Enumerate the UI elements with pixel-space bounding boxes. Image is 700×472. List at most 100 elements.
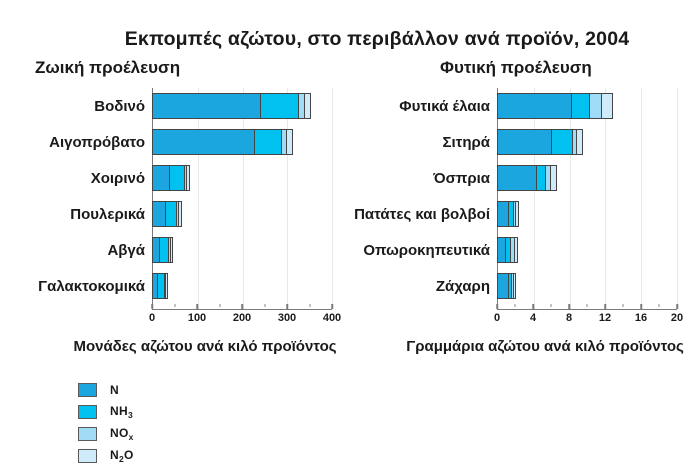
category-label: Πουλερικά	[70, 205, 145, 223]
legend-label: N2O	[110, 447, 134, 464]
bar-track	[497, 88, 677, 124]
bar-segment-nox	[588, 94, 601, 118]
tick-label: 300	[277, 312, 297, 324]
major-tick	[604, 304, 606, 309]
minor-tick	[514, 304, 516, 307]
legend-item-nox: NOx	[78, 425, 134, 442]
legend-swatch-n	[78, 382, 97, 397]
legend-item-n: N	[78, 381, 134, 398]
bar-row: Αιγοπρόβατο	[20, 124, 340, 160]
tick-label: 4	[529, 312, 537, 324]
stacked-bar	[152, 93, 311, 119]
plant-origin-chart: Φυτική προέλευση Φυτικά έλαια Σιτηρά Όσπρι…	[345, 58, 685, 355]
bar-segment-nox	[163, 274, 166, 298]
tick-label: 20	[670, 312, 684, 324]
stacked-bar	[152, 237, 174, 263]
bar-segment-n2o	[549, 166, 556, 190]
animal-chart-plot: Βοδινό Αιγοπρόβατο Χοιρινό Πουλερικά Αβγά Γαλ…	[20, 88, 341, 332]
plant-chart-subtitle: Φυτική προέλευση	[440, 58, 592, 77]
bar-segment-nox	[512, 202, 516, 226]
bar-segment-n	[498, 202, 508, 226]
bar-row: Ζάχαρη	[345, 268, 685, 304]
bar-segment-n	[498, 166, 536, 190]
bar-segment-nh3	[551, 130, 572, 154]
bar-segment-n2o	[165, 274, 168, 298]
stacked-bar	[152, 165, 190, 191]
category-label: Ζάχαρη	[435, 277, 490, 295]
bar-segment-n	[498, 130, 552, 154]
major-tick	[151, 304, 153, 309]
bar-row: Βοδινό	[20, 88, 340, 124]
category-label: Πατάτες και βολβοί	[354, 205, 490, 223]
major-tick	[640, 304, 642, 309]
bar-track	[152, 268, 332, 304]
minor-tick	[586, 304, 588, 307]
tick-label: 0	[148, 312, 156, 324]
legend-swatch-nh3	[78, 404, 97, 419]
tick-label: 200	[232, 312, 252, 324]
minor-tick	[309, 304, 310, 307]
bar-segment-nox	[168, 238, 171, 262]
bar-segment-nh3	[157, 274, 164, 298]
category-label: Γαλακτοκομικά	[38, 277, 145, 295]
bar-segment-n	[153, 202, 166, 226]
gridline	[569, 88, 571, 309]
category-label: Οπωροκηπευτικά	[363, 241, 490, 259]
bar-track	[152, 88, 332, 124]
x-axis-label: Γραμμάρια αζώτου ανά κιλό προϊόντος	[406, 338, 684, 355]
plot-background	[152, 88, 333, 310]
minor-tick	[658, 304, 660, 307]
bar-segment-n	[498, 274, 508, 298]
bar-segment-nh3	[254, 130, 281, 154]
gridline	[605, 88, 607, 309]
legend-item-nh3: NH3	[78, 403, 134, 420]
plot-background	[497, 88, 678, 310]
bar-segment-nox	[571, 130, 577, 154]
tick-label: 0	[493, 312, 501, 324]
bar-segment-nox	[509, 238, 515, 262]
stacked-bar	[152, 201, 183, 227]
tick-label: 12	[598, 312, 612, 324]
legend-label: N	[110, 382, 119, 397]
bar-segment-nh3	[507, 274, 512, 298]
bar-segment-n2o	[514, 238, 518, 262]
stacked-bar	[497, 129, 583, 155]
animal-chart-subtitle: Ζωική προέλευση	[35, 58, 181, 77]
bar-segment-n	[153, 274, 158, 298]
bar-rows: Βοδινό Αιγοπρόβατο Χοιρινό Πουλερικά Αβγά Γαλ…	[20, 88, 340, 304]
animal-origin-chart: Ζωική προέλευση Βοδινό Αιγοπρόβατο Χοιρινό…	[20, 58, 341, 355]
major-tick	[676, 304, 678, 309]
bar-segment-nh3	[159, 238, 169, 262]
figure-title: Εκπομπές αζώτου, στο περιβάλλον ανά προϊ…	[124, 28, 630, 50]
bar-segment-nh3	[535, 166, 545, 190]
major-tick	[568, 304, 570, 309]
bar-track	[152, 160, 332, 196]
minor-tick	[264, 304, 265, 307]
bar-segment-n	[498, 94, 571, 118]
category-label: Όσπρια	[433, 169, 490, 187]
tick-label: 400	[322, 312, 342, 324]
x-axis-ticks: 0 100 200 300 400	[148, 304, 341, 332]
category-label: Σιτηρά	[442, 133, 490, 151]
minor-tick	[550, 304, 552, 307]
bar-segment-n	[153, 238, 160, 262]
bar-segment-n	[153, 94, 260, 118]
tick-label: 100	[187, 312, 207, 324]
plant-chart-plot: Φυτικά έλαια Σιτηρά Όσπρια Πατάτες και βολβ…	[345, 88, 685, 332]
bar-segment-n2o	[515, 202, 519, 226]
bar-row: Πατάτες και βολβοί	[345, 196, 685, 232]
bar-segment-nh3	[259, 94, 298, 118]
bar-track	[497, 124, 677, 160]
bar-segment-nox	[544, 166, 550, 190]
stacked-bar	[152, 273, 169, 299]
bar-row: Οπωροκηπευτικά	[345, 232, 685, 268]
stacked-bar	[497, 165, 557, 191]
major-tick	[196, 304, 198, 309]
bar-segment-nh3	[570, 94, 589, 118]
bar-segment-n2o	[178, 202, 182, 226]
legend-swatch-n2o	[78, 448, 97, 463]
legend: N NH3 NOx N2O	[78, 381, 134, 464]
bar-row: Χοιρινό	[20, 160, 340, 196]
minor-tick	[622, 304, 624, 307]
